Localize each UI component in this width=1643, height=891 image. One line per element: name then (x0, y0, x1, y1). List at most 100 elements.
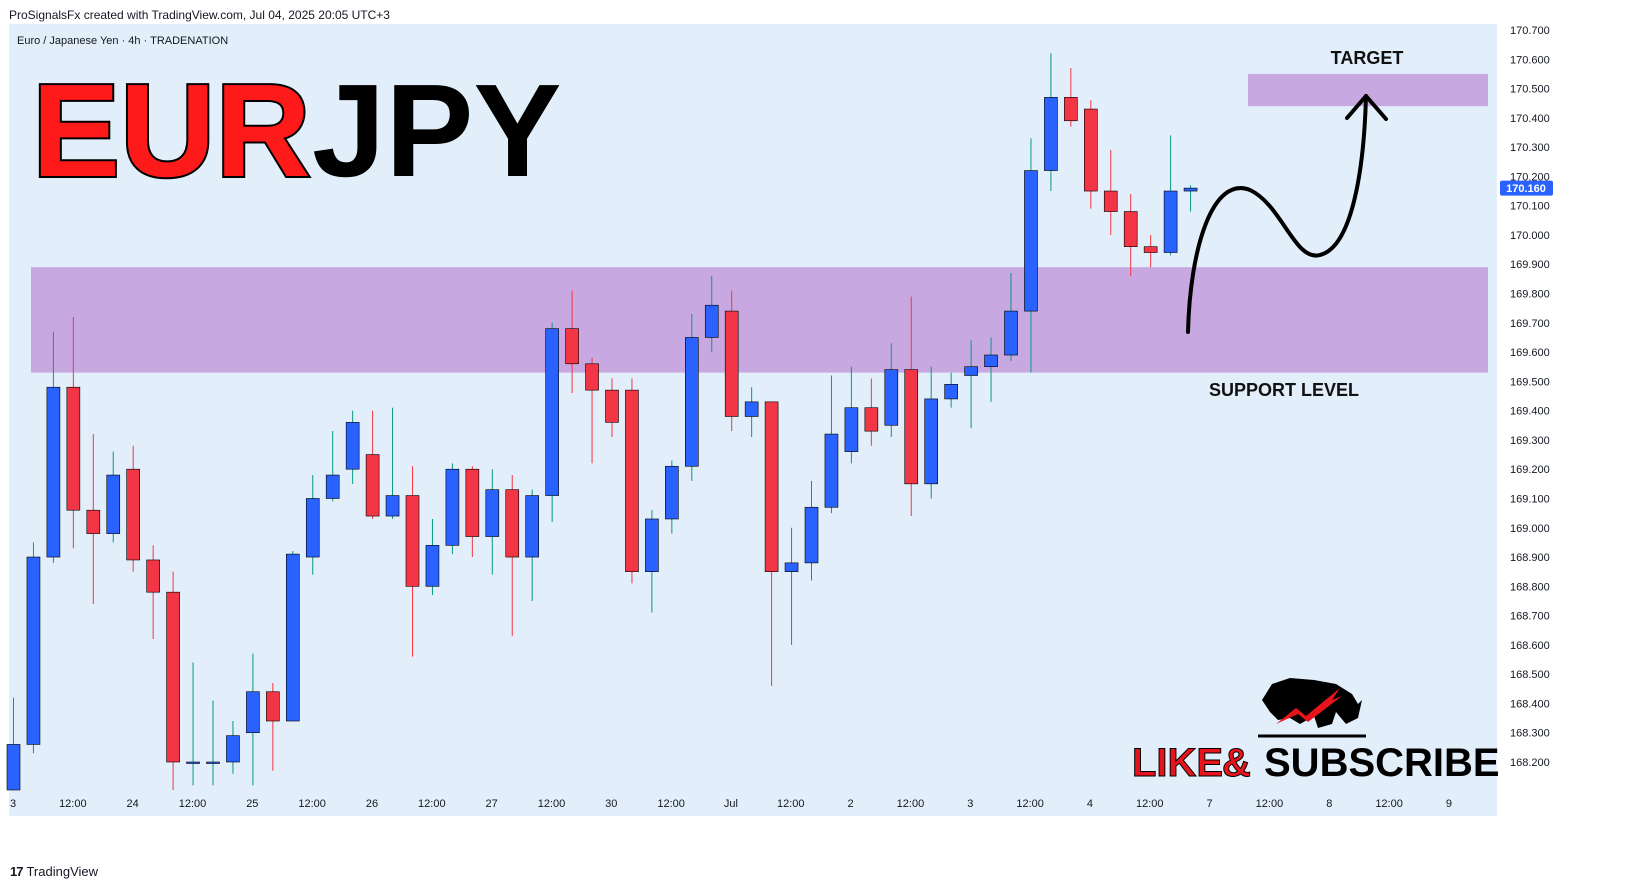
candle-up (206, 761, 220, 764)
price-tick-label: 168.600 (1510, 640, 1550, 652)
symbol-title: Euro / Japanese Yen · 4h · TRADENATION (17, 35, 228, 47)
time-tick-label: 12:00 (1375, 798, 1403, 810)
price-tick-label: 170.300 (1510, 142, 1550, 154)
candle-down (465, 468, 480, 537)
candle-up (226, 735, 240, 763)
cta-amp: & (1222, 741, 1251, 785)
time-tick-label: 12:00 (1256, 798, 1284, 810)
candle-up (325, 474, 340, 499)
candle-up (684, 337, 699, 467)
candle-up (824, 433, 839, 508)
candle-up (704, 304, 719, 338)
price-axis[interactable] (1497, 24, 1643, 792)
candle-down (1103, 190, 1118, 212)
time-axis[interactable] (9, 792, 1497, 816)
candle-up (26, 556, 41, 745)
candle-up (425, 545, 440, 587)
time-tick-label: 2 (848, 798, 854, 810)
price-tick-label: 169.800 (1510, 289, 1550, 301)
candle-down (1064, 97, 1078, 122)
time-tick-label: 12:00 (59, 798, 87, 810)
candle-down (166, 591, 180, 763)
time-tick-label: 7 (1207, 798, 1213, 810)
cta-subscribe: SUBSCRIBE (1264, 741, 1500, 785)
candle-down (585, 363, 599, 391)
candle-up (744, 401, 759, 417)
candle-up (984, 354, 998, 368)
candle-up (285, 553, 300, 722)
time-tick-label: 25 (246, 798, 258, 810)
price-tick-label: 168.800 (1510, 581, 1550, 593)
candle-up (1044, 97, 1058, 171)
candle-up (1183, 187, 1198, 192)
candle-up (924, 398, 939, 485)
candle-up (1163, 190, 1178, 253)
candle-down (724, 310, 739, 417)
last-price-badge (1500, 180, 1553, 196)
price-tick-label: 170.100 (1510, 201, 1550, 213)
candle-down (405, 495, 420, 587)
candle-up (525, 495, 540, 558)
time-tick-label: 12:00 (1016, 798, 1044, 810)
price-tick-label: 170.400 (1510, 113, 1550, 125)
tradingview-brand[interactable]: 17 TradingView (10, 864, 98, 879)
time-tick-label: 30 (605, 798, 617, 810)
price-tick-label: 168.900 (1510, 552, 1550, 564)
price-tick-label: 169.600 (1510, 347, 1550, 359)
price-tick-label: 169.200 (1510, 464, 1550, 476)
projection-arrow (1186, 94, 1368, 334)
time-tick-label: 12:00 (1136, 798, 1164, 810)
last-price-label: 170.160 (1506, 183, 1546, 195)
candle-down (365, 454, 380, 517)
price-tick-label: 169.000 (1510, 523, 1550, 535)
price-tick-label: 170.000 (1510, 230, 1550, 242)
price-tick-label: 168.500 (1510, 669, 1550, 681)
candle-up (964, 366, 978, 376)
time-tick-label: 26 (366, 798, 378, 810)
time-tick-label: 24 (127, 798, 139, 810)
candle-up (545, 328, 559, 496)
time-tick-label: 12:00 (179, 798, 207, 810)
time-tick-label: 8 (1326, 798, 1332, 810)
time-tick-label: 9 (1446, 798, 1452, 810)
candle-up (1004, 310, 1018, 356)
price-tick-label: 169.300 (1510, 435, 1550, 447)
time-tick-label: 3 (967, 798, 973, 810)
price-tick-label: 169.100 (1510, 493, 1550, 505)
chart-credit: ProSignalsFx created with TradingView.co… (9, 8, 390, 22)
candle-down (605, 389, 619, 423)
target-label: TARGET (1331, 48, 1404, 68)
time-tick-label: 4 (1087, 798, 1093, 810)
price-tick-label: 168.300 (1510, 728, 1550, 740)
candle-up (46, 386, 61, 558)
candle-up (305, 498, 320, 558)
time-tick-label: 12:00 (418, 798, 446, 810)
candle-up (944, 383, 958, 400)
support-label: SUPPORT LEVEL (1209, 380, 1359, 400)
candle-up (1024, 170, 1038, 312)
candle-up (246, 691, 260, 734)
candle-up (385, 495, 400, 517)
time-tick-label: 12:00 (897, 798, 925, 810)
candle-down (146, 559, 160, 593)
candle-down (904, 369, 919, 485)
big-title-jpy: JPY (312, 57, 562, 204)
price-tick-label: 169.400 (1510, 406, 1550, 418)
price-tick-label: 170.200 (1510, 171, 1550, 183)
candle-up (345, 422, 360, 470)
candle-up (6, 744, 21, 791)
candle-up (784, 562, 799, 572)
time-tick-label: 12:00 (538, 798, 566, 810)
candle-down (66, 386, 81, 511)
bull-icon (1258, 678, 1366, 738)
price-tick-label: 169.900 (1510, 259, 1550, 271)
candle-up (485, 489, 500, 537)
candle-down (126, 468, 140, 561)
time-tick-label: Jul (724, 798, 738, 810)
time-tick-label: 12:00 (298, 798, 326, 810)
candle-up (884, 369, 899, 426)
price-ticks: 170.700 170.600 170.500 170.400 170.300 170.2… (1510, 25, 1550, 769)
price-tick-label: 170.500 (1510, 84, 1550, 96)
time-tick-label: 12:00 (777, 798, 805, 810)
